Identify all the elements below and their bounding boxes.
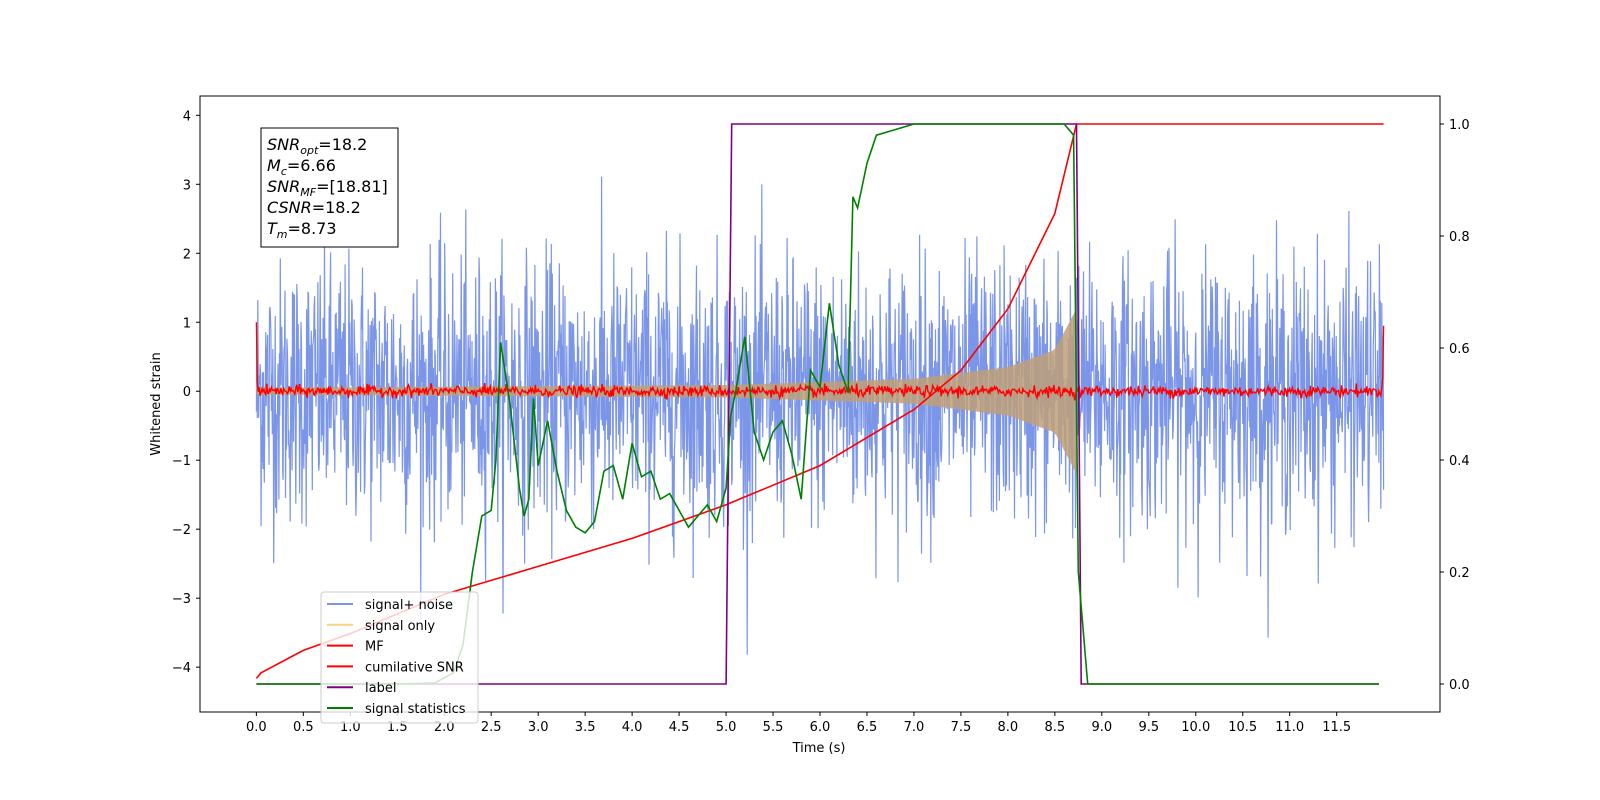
x-tick-label: 5.5	[763, 720, 784, 735]
x-tick-label: 5.0	[716, 720, 737, 735]
x-tick-label: 4.0	[622, 720, 643, 735]
y-right-axis-ticks: 1.0 0.8 0.6 0.4 0.2 0.0	[1440, 118, 1470, 693]
x-tick-label: 2.0	[434, 720, 455, 735]
x-tick-label: 10.0	[1181, 720, 1210, 735]
x-tick-label: 0.0	[246, 720, 267, 735]
x-tick-label: 9.0	[1091, 720, 1112, 735]
legend-label: MF	[365, 640, 384, 655]
x-tick-label: 3.5	[575, 720, 596, 735]
series-mf	[255, 322, 1385, 402]
info-box-frame	[260, 127, 399, 248]
info-line: Tm=8.73	[267, 219, 337, 241]
y-left-tick-label: 3	[183, 178, 191, 193]
plot-area	[255, 123, 1385, 685]
y-left-tick-label: 1	[183, 316, 191, 331]
x-tick-label: 7.0	[904, 720, 925, 735]
y-left-tick-label: −1	[172, 454, 191, 469]
legend-label: signal statistics	[365, 702, 466, 717]
y-left-tick-label: 2	[183, 247, 191, 262]
x-axis-label: Time (s)	[792, 741, 846, 756]
y-right-tick-label: 0.8	[1449, 230, 1470, 245]
y-axis-label: Whitened strain	[149, 352, 164, 455]
x-tick-label: 6.5	[857, 720, 878, 735]
x-tick-label: 6.0	[810, 720, 831, 735]
x-tick-label: 1.0	[340, 720, 361, 735]
x-tick-label: 8.5	[1045, 720, 1066, 735]
x-axis-ticks: 0.0 0.5 1.0 1.5 2.0 2.5 3.0 3.5 4.0 4.5 5.0 5.5 6.0 6…	[246, 712, 1351, 735]
y-left-tick-label: 0	[183, 385, 191, 400]
info-line: CSNR=18.2	[267, 198, 361, 217]
legend-label: signal only	[365, 619, 435, 634]
y-left-tick-label: −4	[172, 661, 191, 676]
y-left-tick-label: −2	[172, 523, 191, 538]
y-left-tick-label: −3	[172, 592, 191, 607]
y-right-tick-label: 0.0	[1449, 678, 1470, 693]
x-tick-label: 11.5	[1322, 720, 1351, 735]
x-tick-label: 8.0	[998, 720, 1019, 735]
series-cumulative-snr	[255, 123, 1384, 679]
x-tick-label: 9.5	[1138, 720, 1159, 735]
info-line: SNRopt=18.2	[267, 135, 367, 157]
x-tick-label: 3.0	[528, 720, 549, 735]
x-tick-label: 10.5	[1228, 720, 1257, 735]
legend-label: label	[365, 681, 396, 696]
legend-frame	[320, 591, 479, 724]
y-right-tick-label: 1.0	[1449, 118, 1470, 133]
series-signal-statistics	[256, 123, 1379, 685]
legend-label: cumilative SNR	[365, 660, 464, 675]
info-line: SNRMF=[18.81]	[267, 177, 388, 199]
y-left-axis-ticks: 4 3 2 1 0 −1 −2 −3 −4	[172, 109, 200, 676]
y-right-tick-label: 0.4	[1449, 454, 1470, 469]
x-tick-label: 11.0	[1275, 720, 1304, 735]
info-line: Mc=6.66	[267, 156, 336, 178]
x-tick-label: 4.5	[669, 720, 690, 735]
info-box: SNRopt=18.2Mc=6.66SNRMF=[18.81]CSNR=18.2…	[260, 127, 399, 248]
y-left-tick-label: 4	[183, 109, 191, 124]
legend-label: signal+ noise	[365, 598, 453, 613]
y-right-tick-label: 0.2	[1449, 566, 1470, 581]
x-tick-label: 7.5	[951, 720, 972, 735]
y-right-tick-label: 0.6	[1449, 342, 1470, 357]
x-tick-label: 1.5	[387, 720, 408, 735]
legend: signal+ noise signal only MF cumilative SNR…	[320, 591, 479, 724]
series-signal-only	[256, 308, 1077, 474]
x-tick-label: 0.5	[293, 720, 314, 735]
x-tick-label: 2.5	[481, 720, 502, 735]
